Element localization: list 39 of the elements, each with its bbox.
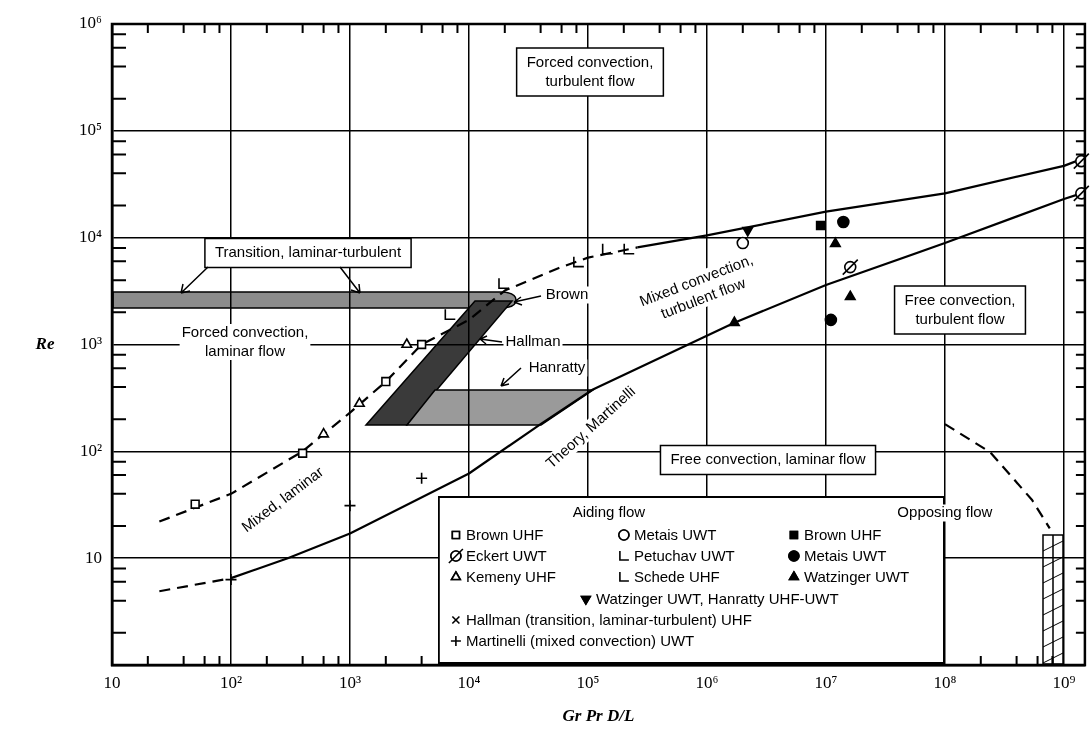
- y-tick-label: 10: [85, 547, 102, 567]
- annotation: Forced convection, turbulent flow: [526, 52, 654, 89]
- legend-label: Brown UHF: [803, 526, 882, 544]
- y-tick-label: 10⁶: [79, 13, 103, 33]
- annotation: Opposing flow: [897, 503, 993, 521]
- legend-label: Schede UHF: [633, 568, 720, 586]
- x-tick-label: 10⁹: [1052, 672, 1076, 692]
- y-tick-label: 10³: [79, 333, 102, 353]
- legend-label: Metais UWT: [803, 547, 887, 565]
- x-tick-label: 10²: [219, 672, 243, 692]
- x-axis-title: Gr Pr D/L: [562, 706, 635, 726]
- annotation: Brown: [545, 285, 589, 303]
- x-tick-label: 10⁷: [814, 672, 838, 692]
- annotation: Hallman: [505, 332, 561, 350]
- y-tick-label: 10⁵: [79, 120, 103, 140]
- annotation: Hanratty: [528, 358, 586, 376]
- annotation: Transition, laminar-turbulent: [214, 243, 402, 261]
- legend-label: Martinelli (mixed convection) UWT: [465, 632, 695, 650]
- annotation: Free convection, laminar flow: [670, 450, 866, 468]
- annotation: Forced convection, laminar flow: [181, 322, 309, 359]
- x-tick-label: 10⁴: [457, 672, 481, 692]
- legend-label: Brown UHF: [465, 526, 544, 544]
- legend-label: Hallman (transition, laminar-turbulent) UHF: [465, 611, 752, 629]
- legend-label: Eckert UWT: [465, 547, 547, 565]
- annotation: Free convection, turbulent flow: [904, 290, 1016, 327]
- x-tick-label: 10⁶: [695, 672, 719, 692]
- x-tick-label: 10⁸: [933, 672, 957, 692]
- legend-label: Metais UWT: [633, 526, 717, 544]
- legend-label: Watzinger UWT: [803, 568, 910, 586]
- legend-label: Petuchav UWT: [633, 547, 735, 565]
- y-axis-title: Re: [34, 333, 55, 353]
- y-tick-label: 10²: [79, 440, 102, 460]
- x-tick-label: 10⁵: [576, 672, 600, 692]
- y-tick-label: 10⁴: [79, 227, 103, 247]
- x-tick-label: 10: [103, 672, 121, 692]
- legend-label: Kemeny UHF: [465, 568, 556, 586]
- legend-label: Watzinger UWT, Hanratty UHF-UWT: [595, 590, 839, 608]
- legend-title: Aiding flow: [572, 503, 646, 521]
- x-tick-label: 10³: [338, 672, 362, 692]
